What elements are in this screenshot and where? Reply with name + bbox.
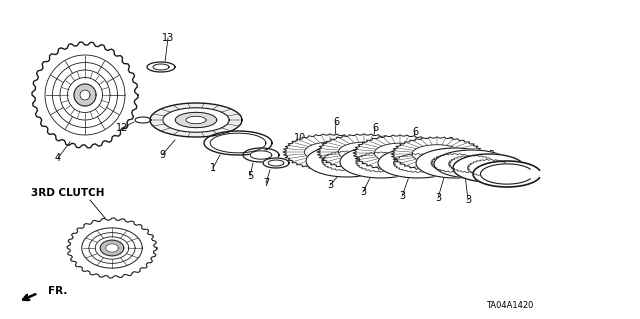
Text: 6: 6 [333,117,339,127]
Polygon shape [320,135,408,169]
Text: 8: 8 [447,137,453,147]
Polygon shape [268,160,284,166]
Text: 8: 8 [467,145,473,155]
Text: 4: 4 [55,153,61,163]
Text: 6: 6 [412,127,418,137]
Text: 11: 11 [506,157,518,167]
Polygon shape [294,154,312,160]
Polygon shape [434,150,510,178]
Text: 3: 3 [465,195,471,205]
Polygon shape [243,148,279,162]
Polygon shape [378,148,458,178]
Text: 12: 12 [116,123,128,133]
Polygon shape [453,154,525,182]
Text: 1: 1 [210,163,216,173]
Text: 13: 13 [162,33,174,43]
Polygon shape [175,112,217,128]
Polygon shape [393,154,443,172]
Polygon shape [449,155,495,173]
Text: TA04A1420: TA04A1420 [486,301,534,310]
Polygon shape [306,145,388,177]
Polygon shape [153,64,169,70]
Polygon shape [394,138,480,170]
Text: 3RD CLUTCH: 3RD CLUTCH [31,188,105,198]
Polygon shape [210,133,266,153]
Polygon shape [321,151,372,171]
Text: FR.: FR. [48,286,67,296]
Polygon shape [204,131,272,155]
Text: 6: 6 [372,123,378,133]
Polygon shape [481,164,534,184]
Polygon shape [35,45,135,145]
Text: 7: 7 [263,178,269,188]
Polygon shape [263,158,289,168]
Polygon shape [250,151,272,159]
Text: 2: 2 [488,150,494,160]
Text: 9: 9 [159,150,165,160]
Polygon shape [135,117,151,123]
Polygon shape [186,116,206,124]
Polygon shape [106,244,118,252]
Polygon shape [163,108,229,132]
Text: 3: 3 [435,193,441,203]
Polygon shape [286,135,374,169]
Text: 3: 3 [327,180,333,190]
Polygon shape [150,103,242,137]
Text: 5: 5 [247,171,253,181]
Polygon shape [356,152,406,172]
Text: 3: 3 [360,187,366,197]
Polygon shape [80,90,90,100]
Polygon shape [356,136,444,170]
Polygon shape [473,161,541,187]
Polygon shape [340,146,422,178]
Polygon shape [100,240,124,256]
Text: 3: 3 [399,191,405,201]
Polygon shape [431,154,479,172]
Polygon shape [70,220,154,276]
Polygon shape [467,160,511,176]
Polygon shape [416,148,494,178]
Polygon shape [74,84,96,106]
Polygon shape [289,152,317,162]
Text: 10: 10 [294,133,306,143]
Polygon shape [147,62,175,72]
